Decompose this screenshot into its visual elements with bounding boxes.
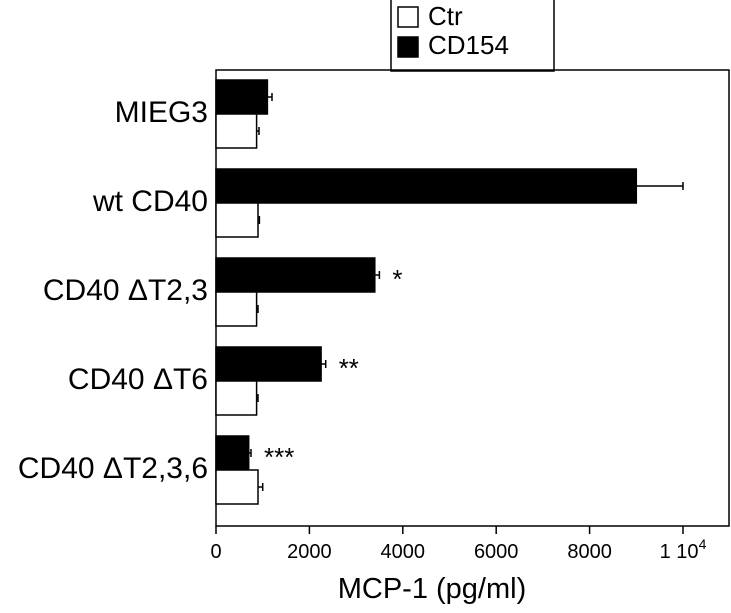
x-tick-label: 6000 — [474, 541, 519, 563]
bars-group: ****** — [215, 79, 684, 505]
bar-ctr — [215, 113, 258, 149]
category-label: CD40 ΔT2,3,6 — [18, 452, 208, 485]
category-label: wt CD40 — [92, 185, 208, 218]
bar-ctr — [215, 291, 258, 327]
x-tick-label: 4000 — [381, 541, 426, 563]
legend-label-ctr: Ctr — [428, 1, 463, 31]
error-bar-ctr — [256, 127, 260, 135]
bar-ctr — [215, 202, 259, 238]
error-bar-ctr — [256, 394, 259, 402]
error-bar-cd154 — [248, 449, 252, 457]
error-bar-ctr — [258, 483, 264, 491]
error-bar-ctr — [258, 216, 261, 224]
category-labels: MIEG3 wt CD40 CD40 ΔT2,3 CD40 ΔT6 CD40 ΔT2,3… — [18, 96, 208, 485]
category-label: MIEG3 — [115, 96, 208, 129]
bar-cd154 — [215, 257, 376, 293]
significance-annotation: *** — [264, 442, 294, 472]
error-bar-cd154 — [267, 93, 273, 101]
legend-swatch-cd154 — [397, 36, 419, 58]
significance-annotation: ** — [339, 353, 359, 383]
error-bar-ctr — [256, 305, 259, 313]
bar-ctr — [215, 469, 259, 505]
x-tick-exponent: 4 — [699, 536, 707, 552]
bar-cd154 — [215, 435, 250, 471]
legend-swatch-ctr — [397, 6, 419, 28]
bar-cd154 — [215, 79, 269, 115]
x-axis-title: MCP-1 (pg/ml) — [338, 573, 527, 605]
bar-cd154 — [215, 346, 322, 382]
x-tick-label: 0 — [210, 541, 221, 563]
x-tick-label: 8000 — [567, 541, 612, 563]
x-tick-label: 1 104 — [660, 536, 707, 563]
error-bar-cd154 — [636, 182, 684, 190]
bar-cd154 — [215, 168, 638, 204]
x-tick-label: 2000 — [287, 541, 332, 563]
category-label: CD40 ΔT2,3 — [43, 274, 208, 307]
legend: Ctr CD154 — [390, 0, 555, 72]
bar-ctr — [215, 380, 258, 416]
significance-annotation: * — [392, 264, 402, 294]
x-axis: 0 2000 4000 6000 8000 1 104 — [210, 526, 707, 563]
error-bar-cd154 — [321, 360, 327, 368]
legend-label-cd154: CD154 — [428, 30, 509, 60]
category-label: CD40 ΔT6 — [68, 363, 208, 396]
error-bar-cd154 — [374, 271, 381, 279]
